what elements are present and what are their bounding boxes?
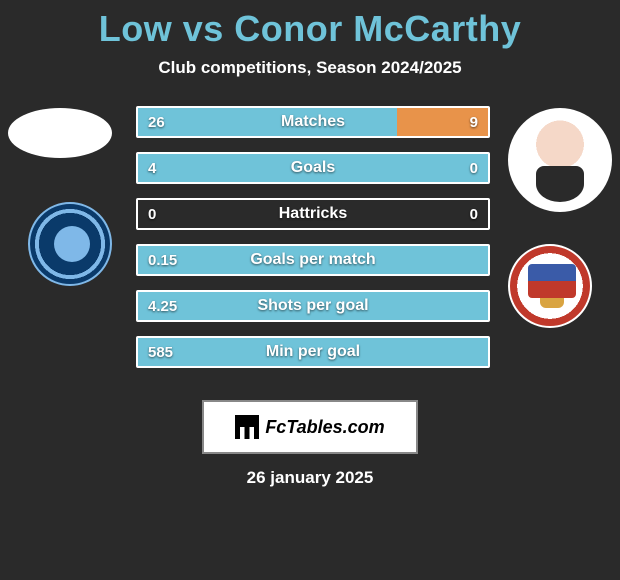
player-right-club-badge (508, 244, 592, 328)
stat-bar-left-fill (138, 108, 397, 136)
stat-bar-spacer (138, 200, 488, 228)
fctables-icon (235, 415, 259, 439)
date-label: 26 january 2025 (247, 468, 374, 488)
brand-text: FcTables.com (265, 417, 384, 438)
comparison-card: Low vs Conor McCarthy Club competitions,… (0, 0, 620, 580)
page-title: Low vs Conor McCarthy (99, 8, 522, 50)
stat-row: Goals per match0.15 (136, 244, 490, 276)
stat-row: Min per goal585 (136, 336, 490, 368)
stat-row: Hattricks00 (136, 198, 490, 230)
stat-row: Goals40 (136, 152, 490, 184)
stat-bar-left-fill (138, 154, 488, 182)
player-left-avatar (8, 108, 112, 158)
stat-bar-left-fill (138, 246, 488, 274)
stat-bar-right-fill (397, 108, 488, 136)
stat-bar-left-fill (138, 292, 488, 320)
brand-box: FcTables.com (202, 400, 418, 454)
player-right-avatar (508, 108, 612, 212)
stat-row: Shots per goal4.25 (136, 290, 490, 322)
player-left-club-badge (28, 202, 112, 286)
stat-row: Matches269 (136, 106, 490, 138)
main-area: Matches269 Goals40 Hattricks00 Goals per ma… (0, 106, 620, 580)
stat-bars: Matches269 Goals40 Hattricks00 Goals per ma… (136, 106, 490, 382)
subtitle: Club competitions, Season 2024/2025 (158, 58, 461, 78)
stat-bar-left-fill (138, 338, 488, 366)
